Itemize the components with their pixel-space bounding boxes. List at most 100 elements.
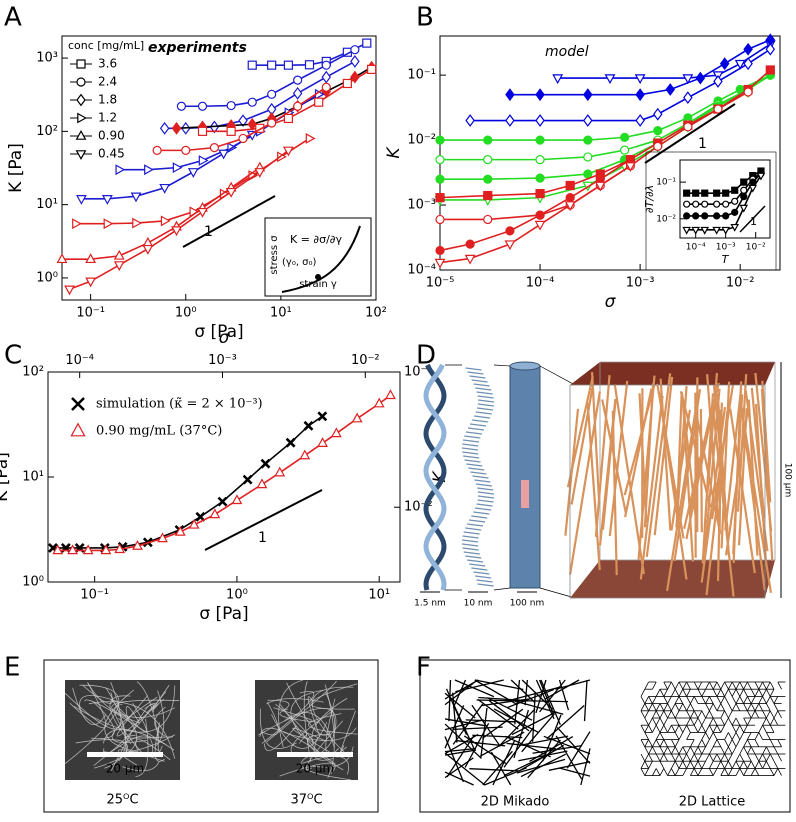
data-point bbox=[435, 193, 445, 203]
lattice-bond bbox=[739, 761, 744, 769]
data-point bbox=[634, 74, 646, 85]
fibril-segment bbox=[472, 475, 489, 479]
lattice-bond bbox=[720, 681, 725, 690]
lattice-bond bbox=[735, 689, 741, 697]
lattice-bond bbox=[762, 696, 767, 704]
tick-label: 10⁻¹ bbox=[76, 306, 105, 321]
lattice-bond bbox=[777, 710, 782, 719]
data-point bbox=[171, 121, 182, 135]
lattice-bond bbox=[690, 717, 695, 726]
lattice-bond bbox=[728, 732, 733, 740]
lattice-bond bbox=[705, 739, 710, 747]
lattice-bond bbox=[648, 746, 653, 755]
lattice-bond bbox=[747, 717, 752, 726]
data-point bbox=[435, 245, 445, 256]
lattice-bond bbox=[762, 681, 767, 690]
lattice-bond bbox=[743, 717, 748, 726]
network-top bbox=[570, 362, 775, 385]
lattice-bond bbox=[686, 732, 691, 740]
fibril-segment bbox=[477, 495, 495, 499]
lattice-bond bbox=[766, 703, 771, 711]
fibril-segment bbox=[469, 375, 486, 379]
lattice-bond bbox=[667, 696, 672, 704]
lattice-bond bbox=[743, 725, 748, 733]
data-point bbox=[85, 253, 97, 264]
lattice-bond bbox=[644, 710, 649, 719]
lattice-bond bbox=[754, 753, 760, 762]
micrograph-fiber bbox=[136, 681, 159, 740]
tick-label: 10⁻¹ bbox=[656, 178, 676, 188]
lattice-bond bbox=[690, 696, 695, 704]
lattice-bond bbox=[758, 689, 763, 697]
data-point bbox=[620, 145, 630, 155]
fibril-segment bbox=[465, 555, 482, 559]
data-point bbox=[303, 420, 314, 431]
lattice-bond bbox=[674, 768, 680, 776]
micrograph-fiber bbox=[305, 720, 344, 770]
lattice-bond bbox=[655, 689, 661, 697]
data-point bbox=[317, 437, 329, 447]
lattice-bond bbox=[659, 710, 665, 719]
lattice-bond bbox=[743, 696, 748, 704]
data-point bbox=[293, 101, 303, 111]
lattice-bond bbox=[739, 732, 744, 740]
data-point bbox=[692, 189, 700, 197]
micrograph-fiber bbox=[144, 702, 156, 713]
lattice-bond bbox=[686, 696, 691, 704]
lattice-bond bbox=[701, 739, 706, 747]
lattice-bond bbox=[769, 725, 775, 733]
micrograph-fiber bbox=[87, 682, 176, 718]
data-point bbox=[217, 496, 228, 507]
lattice-bond bbox=[640, 703, 646, 711]
mikado-fiber bbox=[506, 742, 557, 750]
lattice-bond bbox=[712, 753, 718, 762]
mikado-fiber bbox=[452, 726, 503, 731]
data-point bbox=[64, 285, 75, 296]
fibril-segment bbox=[469, 423, 487, 427]
annotation: K = ∂σ/∂γ bbox=[290, 233, 342, 246]
panel-letter: C bbox=[4, 341, 22, 371]
temperature-label: 25ᴼC bbox=[106, 793, 138, 808]
series-line bbox=[440, 74, 771, 180]
lattice-bond bbox=[743, 689, 748, 697]
lattice-bond bbox=[678, 725, 684, 733]
data-point bbox=[255, 123, 265, 133]
fibril-segment bbox=[465, 527, 482, 531]
tick-label: 10⁻³ bbox=[407, 198, 436, 213]
lattice-bond bbox=[667, 746, 672, 755]
data-point bbox=[505, 88, 515, 102]
network-fiber bbox=[670, 409, 692, 531]
mikado-fiber bbox=[444, 718, 487, 727]
fibril-segment bbox=[467, 427, 485, 431]
fibril-segment bbox=[465, 367, 482, 371]
data-point bbox=[683, 91, 693, 105]
micrograph-fiber bbox=[114, 704, 147, 758]
data-point bbox=[535, 173, 545, 183]
lattice-bond bbox=[709, 746, 714, 755]
lattice-bond bbox=[731, 761, 737, 769]
data-point bbox=[172, 162, 183, 174]
lattice-bond bbox=[663, 739, 668, 747]
data-point bbox=[115, 164, 126, 176]
data-point bbox=[103, 218, 114, 230]
series-line bbox=[440, 74, 771, 141]
lattice-bond bbox=[731, 725, 737, 733]
lattice-bond bbox=[747, 746, 752, 755]
lattice-bond bbox=[697, 739, 703, 747]
lattice-bond bbox=[728, 768, 733, 776]
fibril-segment bbox=[477, 583, 494, 587]
lattice-bond bbox=[644, 703, 649, 711]
micrograph-fiber bbox=[279, 762, 336, 777]
y-axis-label: K bbox=[384, 146, 404, 159]
lattice-bond bbox=[743, 761, 748, 769]
tick-label: 10⁰ bbox=[175, 306, 197, 321]
lattice-bond bbox=[659, 746, 665, 755]
mikado-fiber bbox=[535, 679, 555, 720]
micrograph-fiber bbox=[264, 725, 297, 751]
network-fiber bbox=[716, 402, 723, 581]
lattice-bond bbox=[777, 753, 782, 762]
network-fiber bbox=[645, 373, 672, 557]
lattice-bond bbox=[724, 732, 729, 740]
fibril-segment bbox=[471, 567, 488, 571]
lattice-bond bbox=[754, 732, 760, 740]
